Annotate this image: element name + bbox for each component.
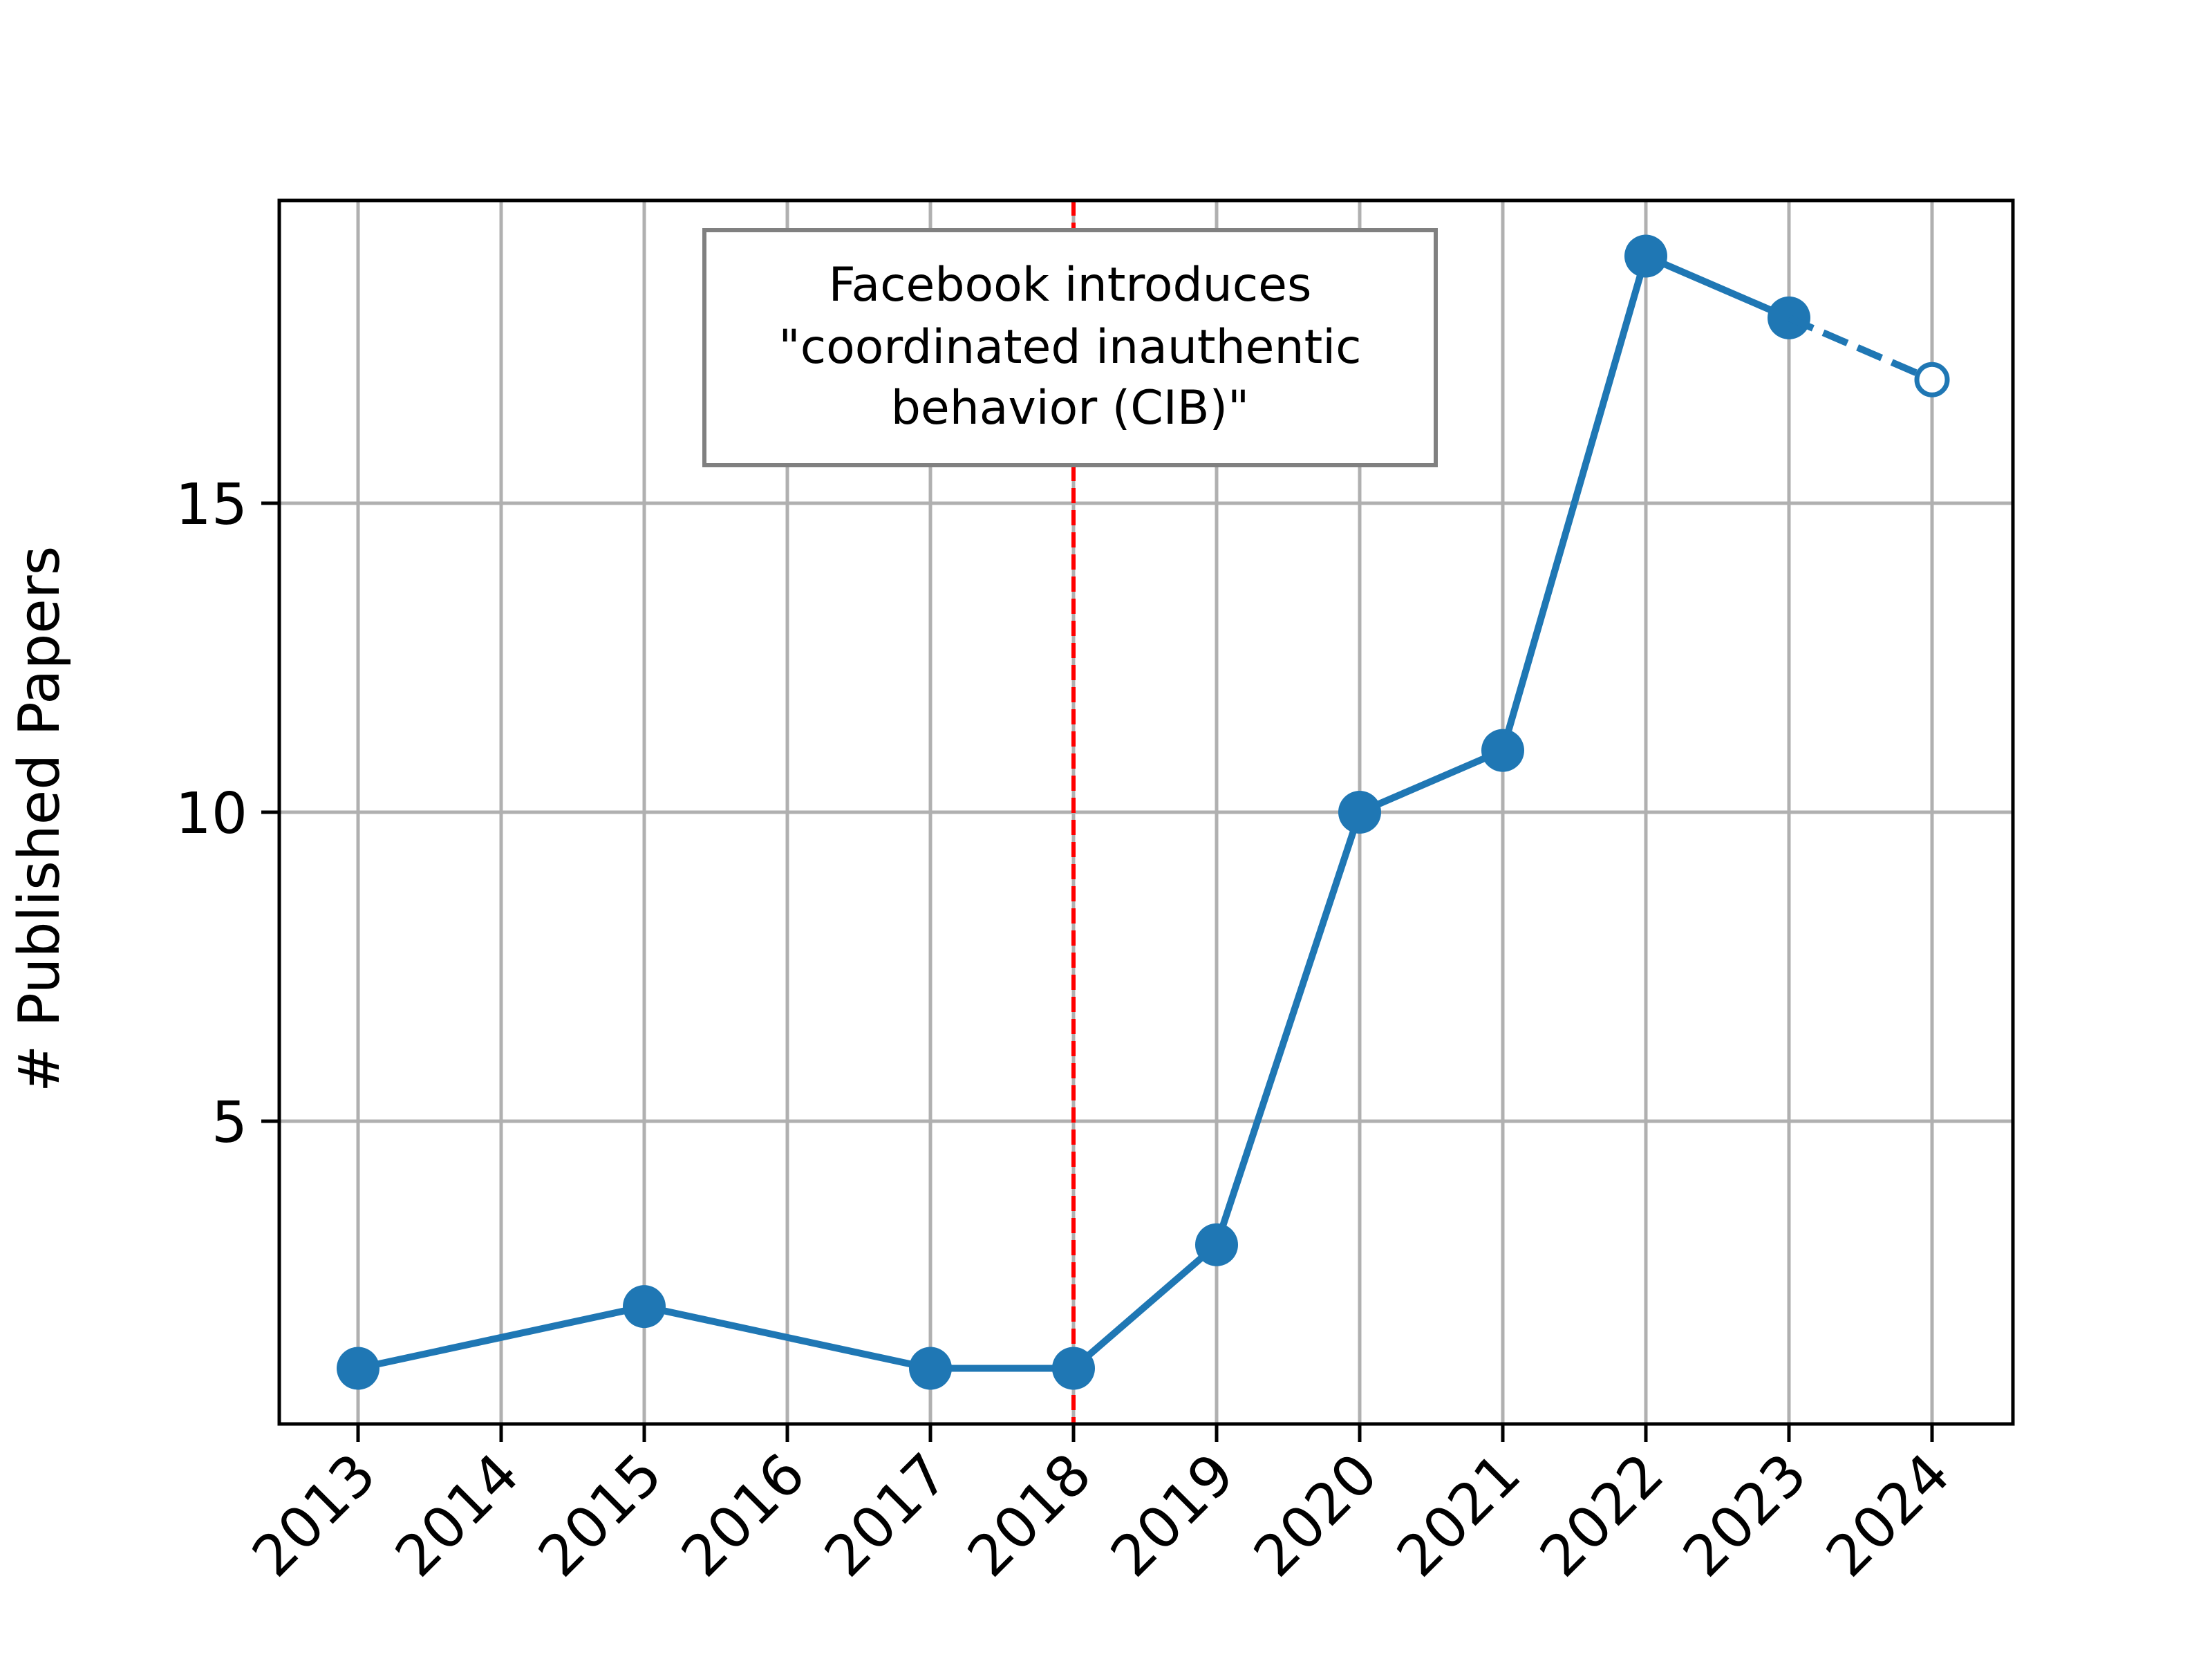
x-tick-label-2014: 2014 [383, 1441, 532, 1590]
series-1-point-2020 [1338, 791, 1381, 834]
series-1-point-2017 [909, 1347, 952, 1390]
axis-ticks: 2013201420152016201720182019202020212022… [176, 472, 1962, 1590]
series-2-point-2024 [1914, 362, 1950, 397]
annotation-line-1: Facebook introduces [829, 258, 1312, 312]
series-1-point-2022 [1624, 234, 1667, 278]
x-tick-label-2017: 2017 [812, 1441, 961, 1590]
x-tick-label-2018: 2018 [955, 1441, 1104, 1590]
x-tick-label-2021: 2021 [1385, 1441, 1533, 1590]
x-tick-label-2022: 2022 [1528, 1441, 1676, 1590]
y-tick-label-5: 5 [212, 1090, 247, 1156]
annotation-frame [702, 228, 1438, 467]
series-1-point-2015 [623, 1285, 666, 1329]
x-tick-label-2023: 2023 [1671, 1441, 1819, 1590]
x-tick-label-2019: 2019 [1098, 1441, 1247, 1590]
annotation-line-3: behavior (CIB)" [891, 381, 1250, 435]
x-tick-label-2016: 2016 [669, 1441, 818, 1590]
annotation-box: Facebook introduces "coordinated inauthe… [702, 228, 1438, 467]
x-tick-label-2024: 2024 [1814, 1441, 1962, 1590]
series-1-point-2018 [1052, 1347, 1095, 1390]
y-tick-label-10: 10 [176, 781, 247, 847]
y-axis-label: # Published Papers [7, 546, 73, 1093]
x-tick-label-2020: 2020 [1241, 1441, 1390, 1590]
x-tick-label-2013: 2013 [240, 1441, 388, 1590]
series-1-point-2019 [1195, 1223, 1238, 1266]
series-1-point-2021 [1481, 729, 1524, 772]
x-tick-label-2015: 2015 [526, 1441, 675, 1590]
series-2-line [1788, 315, 1933, 383]
annotation-line-2: "coordinated inauthentic [778, 320, 1361, 375]
series-1-point-2013 [337, 1347, 379, 1390]
series-layer [337, 234, 1950, 1390]
y-tick-label-15: 15 [176, 472, 247, 538]
